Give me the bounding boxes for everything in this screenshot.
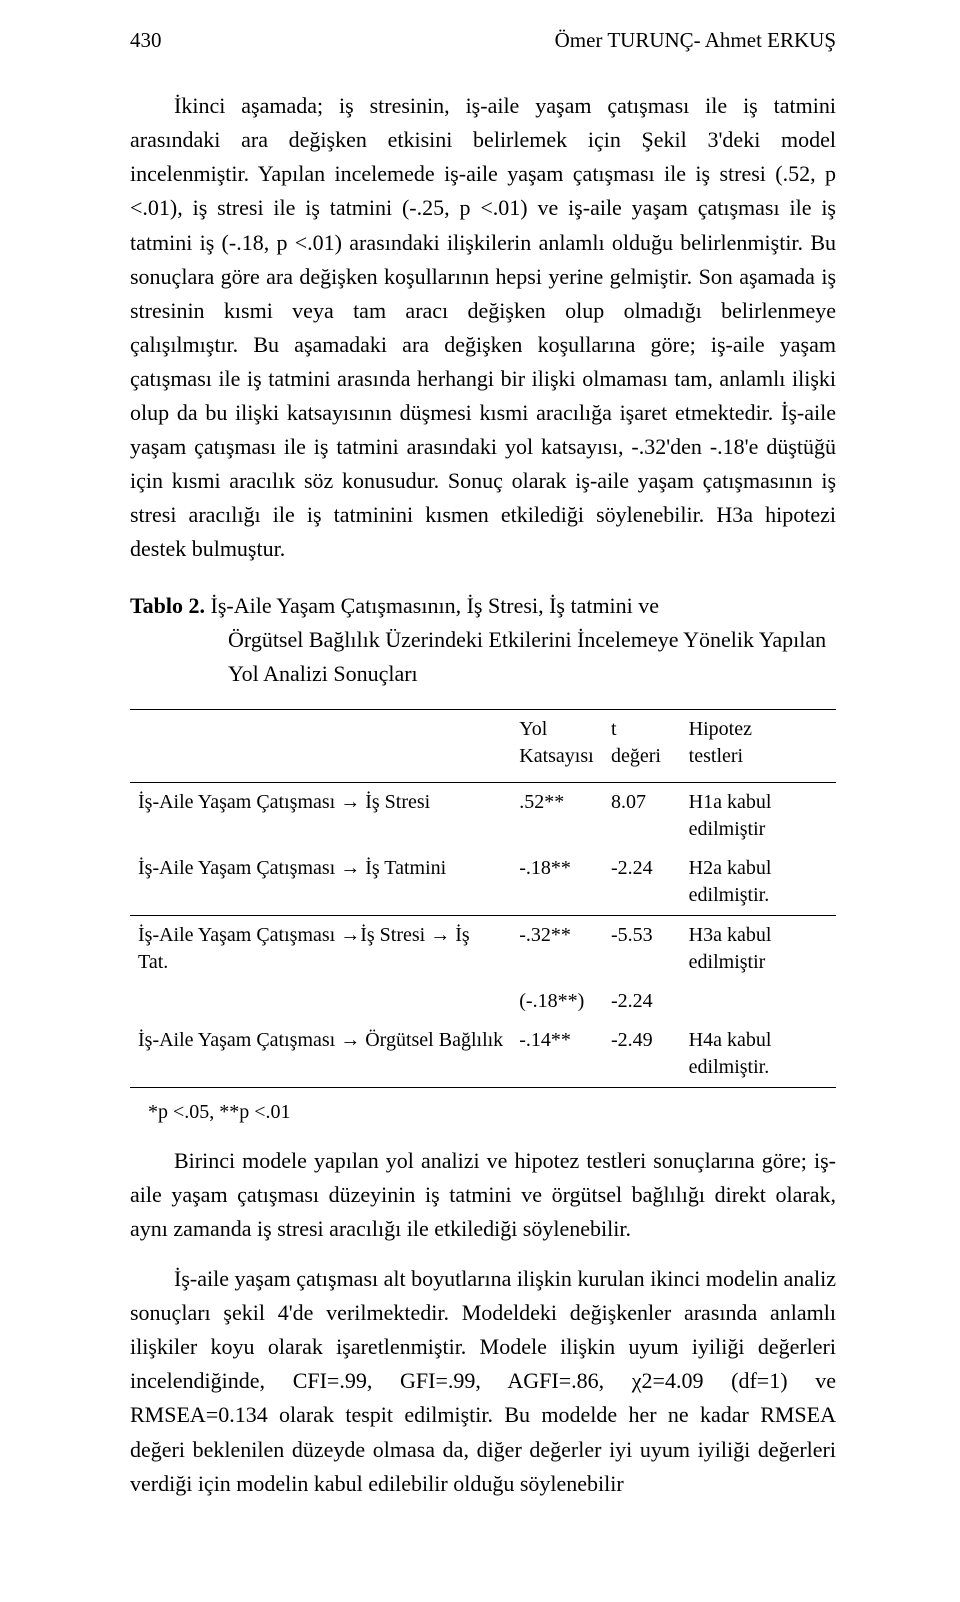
paragraph-2: Birinci modele yapılan yol analizi ve hi…: [130, 1144, 836, 1246]
cell-t: -2.24: [603, 849, 681, 916]
th-t-l2: değeri: [611, 745, 661, 767]
cell-hyp: H2a kabul edilmiştir.: [681, 849, 836, 916]
table-header-t: t değeri: [603, 709, 681, 782]
results-table: Yol Katsayısı t değeri Hipotez testleri …: [130, 709, 836, 1088]
table-caption: Tablo 2. İş-Aile Yaşam Çatışmasının, İş …: [130, 589, 836, 691]
cell-t: -5.53: [603, 915, 681, 982]
paragraph-1: İkinci aşamada; iş stresinin, iş-aile ya…: [130, 89, 836, 566]
cell-hyp: H3a kabul edilmiştir: [681, 915, 836, 982]
cell-path: İş-Aile Yaşam Çatışması →İş Stresi → İş …: [130, 915, 511, 982]
running-head: 430 Ömer TURUNÇ- Ahmet ERKUŞ: [130, 28, 836, 53]
th-coef-l1: Yol: [519, 718, 547, 740]
paragraph-3: İş-aile yaşam çatışması alt boyutlarına …: [130, 1262, 836, 1501]
table-header-row: Yol Katsayısı t değeri Hipotez testleri: [130, 709, 836, 782]
running-title: Ömer TURUNÇ- Ahmet ERKUŞ: [555, 28, 836, 53]
table-title-line2: Örgütsel Bağlılık Üzerindeki Etkilerini …: [130, 623, 836, 691]
cell-path: İş-Aile Yaşam Çatışması → İş Stresi: [130, 782, 511, 849]
cell-coef: (-.18**): [511, 982, 603, 1021]
cell-t: -2.49: [603, 1021, 681, 1088]
cell-t: 8.07: [603, 782, 681, 849]
table-footnote: *p <.05, **p <.01: [148, 1098, 836, 1126]
table-row: İş-Aile Yaşam Çatışması →İş Stresi → İş …: [130, 915, 836, 982]
th-hyp-l1: Hipotez: [689, 718, 752, 740]
cell-path: İş-Aile Yaşam Çatışması → İş Tatmini: [130, 849, 511, 916]
table-row: İş-Aile Yaşam Çatışması → Örgütsel Bağlı…: [130, 1021, 836, 1088]
cell-coef: -.14**: [511, 1021, 603, 1088]
page-number: 430: [130, 28, 162, 53]
table-row: İş-Aile Yaşam Çatışması → İş Tatmini -.1…: [130, 849, 836, 916]
table-label: Tablo 2.: [130, 593, 205, 618]
cell-coef: .52**: [511, 782, 603, 849]
cell-path: İş-Aile Yaşam Çatışması → Örgütsel Bağlı…: [130, 1021, 511, 1088]
table-title-line1: İş-Aile Yaşam Çatışmasının, İş Stresi, İ…: [205, 593, 659, 618]
th-t-l1: t: [611, 718, 617, 740]
table-header-hyp: Hipotez testleri: [681, 709, 836, 782]
cell-hyp: H4a kabul edilmiştir.: [681, 1021, 836, 1088]
cell-coef: -.18**: [511, 849, 603, 916]
cell-hyp: [681, 982, 836, 1021]
cell-coef: -.32**: [511, 915, 603, 982]
cell-hyp: H1a kabul edilmiştir: [681, 782, 836, 849]
cell-path: [130, 982, 511, 1021]
th-hyp-l2: testleri: [689, 745, 743, 767]
table-header-blank: [130, 709, 511, 782]
table-header-coef: Yol Katsayısı: [511, 709, 603, 782]
table-row: İş-Aile Yaşam Çatışması → İş Stresi .52*…: [130, 782, 836, 849]
cell-t: -2.24: [603, 982, 681, 1021]
th-coef-l2: Katsayısı: [519, 745, 593, 767]
table-row: (-.18**) -2.24: [130, 982, 836, 1021]
page: 430 Ömer TURUNÇ- Ahmet ERKUŞ İkinci aşam…: [0, 0, 960, 1602]
